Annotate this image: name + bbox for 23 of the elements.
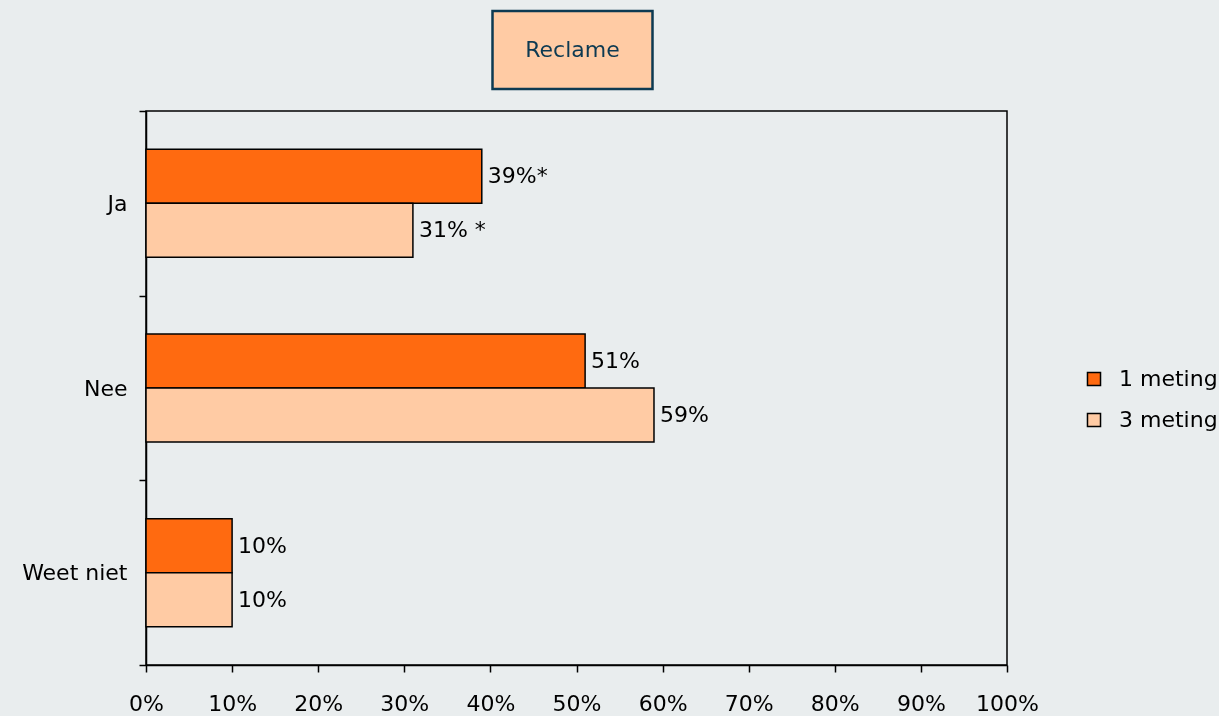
x-tick-label: 40% xyxy=(466,690,516,716)
x-tick-label: 60% xyxy=(638,690,688,716)
data-label: 51% xyxy=(591,348,641,373)
data-label: 31% * xyxy=(418,217,486,243)
x-tick-label: 80% xyxy=(810,690,860,716)
x-tick-label: 90% xyxy=(896,690,946,716)
x-tick-label: 0% xyxy=(129,690,164,716)
y-tick-label: Nee xyxy=(83,375,128,401)
x-tick-label: 30% xyxy=(380,690,430,716)
legend-label: 3 meting xyxy=(1119,407,1218,432)
legend-label: 1 meting xyxy=(1119,366,1218,391)
y-tick-label: Ja xyxy=(105,190,128,216)
data-label: 39%* xyxy=(487,163,548,189)
x-tick-label: 100% xyxy=(976,690,1039,716)
x-tick-label: 20% xyxy=(294,690,344,716)
x-tick-label: 10% xyxy=(208,690,258,716)
data-label: 59% xyxy=(659,402,709,427)
chart-title: Reclame xyxy=(525,37,620,62)
x-tick-label: 50% xyxy=(552,690,602,716)
data-label: 10% xyxy=(238,532,288,558)
x-tick-label: 70% xyxy=(724,690,774,716)
data-label: 10% xyxy=(238,586,288,612)
y-tick-label: Weet niet xyxy=(22,560,128,586)
